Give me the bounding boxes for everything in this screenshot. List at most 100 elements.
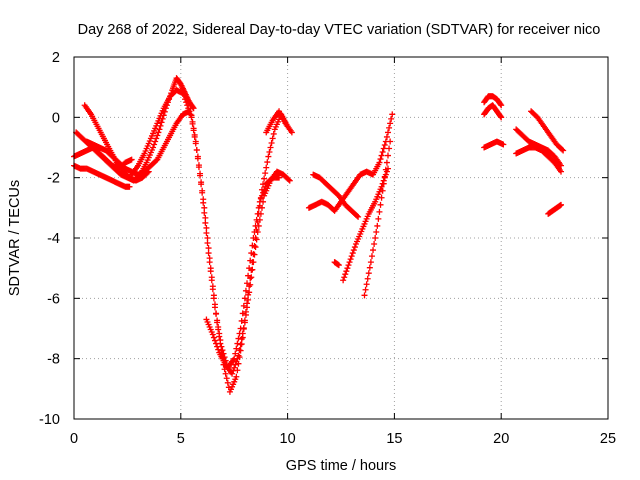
data-point bbox=[233, 358, 240, 365]
x-tick-label: 5 bbox=[177, 431, 185, 447]
data-point bbox=[190, 127, 197, 134]
data-point bbox=[244, 280, 251, 287]
data-point bbox=[379, 149, 386, 156]
data-point bbox=[214, 319, 221, 326]
x-axis-label: GPS time / hours bbox=[286, 458, 396, 474]
y-tick-label: -8 bbox=[47, 352, 60, 368]
data-point bbox=[128, 156, 135, 163]
data-point bbox=[187, 111, 194, 118]
data-point bbox=[203, 224, 210, 231]
data-point bbox=[242, 311, 249, 318]
data-point bbox=[240, 302, 247, 309]
y-tick-label: -10 bbox=[39, 412, 60, 428]
series-arc-5 bbox=[73, 75, 197, 184]
data-point bbox=[240, 324, 247, 331]
data-point bbox=[215, 326, 222, 333]
data-point bbox=[384, 152, 391, 159]
data-point bbox=[354, 212, 361, 219]
data-point bbox=[191, 133, 198, 140]
data-point bbox=[342, 271, 349, 278]
data-point bbox=[379, 187, 386, 194]
data-point bbox=[381, 173, 388, 180]
data-point bbox=[265, 153, 272, 160]
data-point bbox=[197, 170, 204, 177]
data-point bbox=[257, 194, 264, 201]
data-point bbox=[151, 141, 158, 148]
data-point bbox=[213, 310, 220, 317]
data-point bbox=[211, 301, 218, 308]
data-point bbox=[201, 209, 208, 216]
data-point bbox=[362, 286, 369, 293]
data-point bbox=[224, 379, 231, 386]
x-tick-label: 15 bbox=[386, 431, 402, 447]
data-point bbox=[192, 140, 199, 147]
data-point bbox=[158, 119, 165, 126]
data-point bbox=[497, 113, 504, 120]
data-point bbox=[154, 132, 161, 139]
data-point bbox=[341, 274, 348, 281]
data-point bbox=[257, 210, 264, 217]
y-tick-label: 2 bbox=[52, 50, 60, 66]
data-point bbox=[234, 355, 241, 362]
data-point bbox=[156, 126, 163, 133]
data-point bbox=[261, 175, 268, 182]
data-point bbox=[216, 333, 223, 340]
data-point bbox=[201, 204, 208, 211]
data-point bbox=[198, 179, 205, 186]
data-point bbox=[199, 187, 206, 194]
data-point bbox=[238, 336, 245, 343]
series-arc-15 bbox=[481, 93, 505, 109]
data-point bbox=[246, 289, 253, 296]
y-tick-label: -6 bbox=[47, 291, 60, 307]
data-point bbox=[206, 255, 213, 262]
data-point bbox=[343, 268, 350, 275]
data-point bbox=[202, 219, 209, 226]
series-arc-9 bbox=[263, 108, 295, 136]
data-point bbox=[210, 334, 217, 341]
data-point bbox=[258, 204, 265, 211]
data-point bbox=[251, 251, 258, 258]
data-point bbox=[194, 153, 201, 160]
data-point bbox=[247, 275, 254, 282]
data-point bbox=[256, 216, 263, 223]
data-point bbox=[276, 174, 283, 181]
data-point bbox=[239, 330, 246, 337]
data-point bbox=[558, 168, 565, 175]
data-point bbox=[286, 177, 293, 184]
data-point bbox=[204, 235, 211, 241]
data-point bbox=[233, 345, 240, 352]
series-arc-13 bbox=[340, 165, 391, 284]
data-point bbox=[370, 247, 377, 254]
data-point bbox=[229, 370, 236, 377]
y-tick-labels: 2 0 -2 -4 -6 -8 -10 bbox=[39, 50, 60, 428]
data-point bbox=[252, 244, 259, 251]
data-point bbox=[500, 141, 507, 148]
data-points bbox=[71, 75, 567, 395]
data-point bbox=[373, 228, 380, 235]
data-point bbox=[188, 114, 195, 121]
data-point bbox=[205, 250, 212, 257]
data-point bbox=[268, 139, 275, 146]
data-point bbox=[200, 196, 207, 203]
data-point bbox=[222, 370, 229, 377]
data-point bbox=[232, 350, 239, 357]
data-point bbox=[150, 144, 157, 151]
data-point bbox=[237, 341, 244, 348]
data-point bbox=[204, 240, 211, 247]
data-point bbox=[378, 152, 385, 159]
data-point bbox=[245, 296, 252, 303]
data-point bbox=[497, 101, 504, 108]
data-point bbox=[241, 295, 248, 302]
series-arc-14 bbox=[361, 138, 394, 299]
data-point bbox=[153, 157, 160, 164]
series-arc-16 bbox=[481, 102, 505, 121]
data-point bbox=[384, 129, 391, 136]
data-point bbox=[209, 331, 216, 338]
plot-frame bbox=[73, 56, 609, 420]
data-point bbox=[195, 162, 202, 169]
data-point bbox=[232, 361, 239, 368]
data-point bbox=[126, 183, 133, 190]
data-point bbox=[376, 208, 383, 215]
